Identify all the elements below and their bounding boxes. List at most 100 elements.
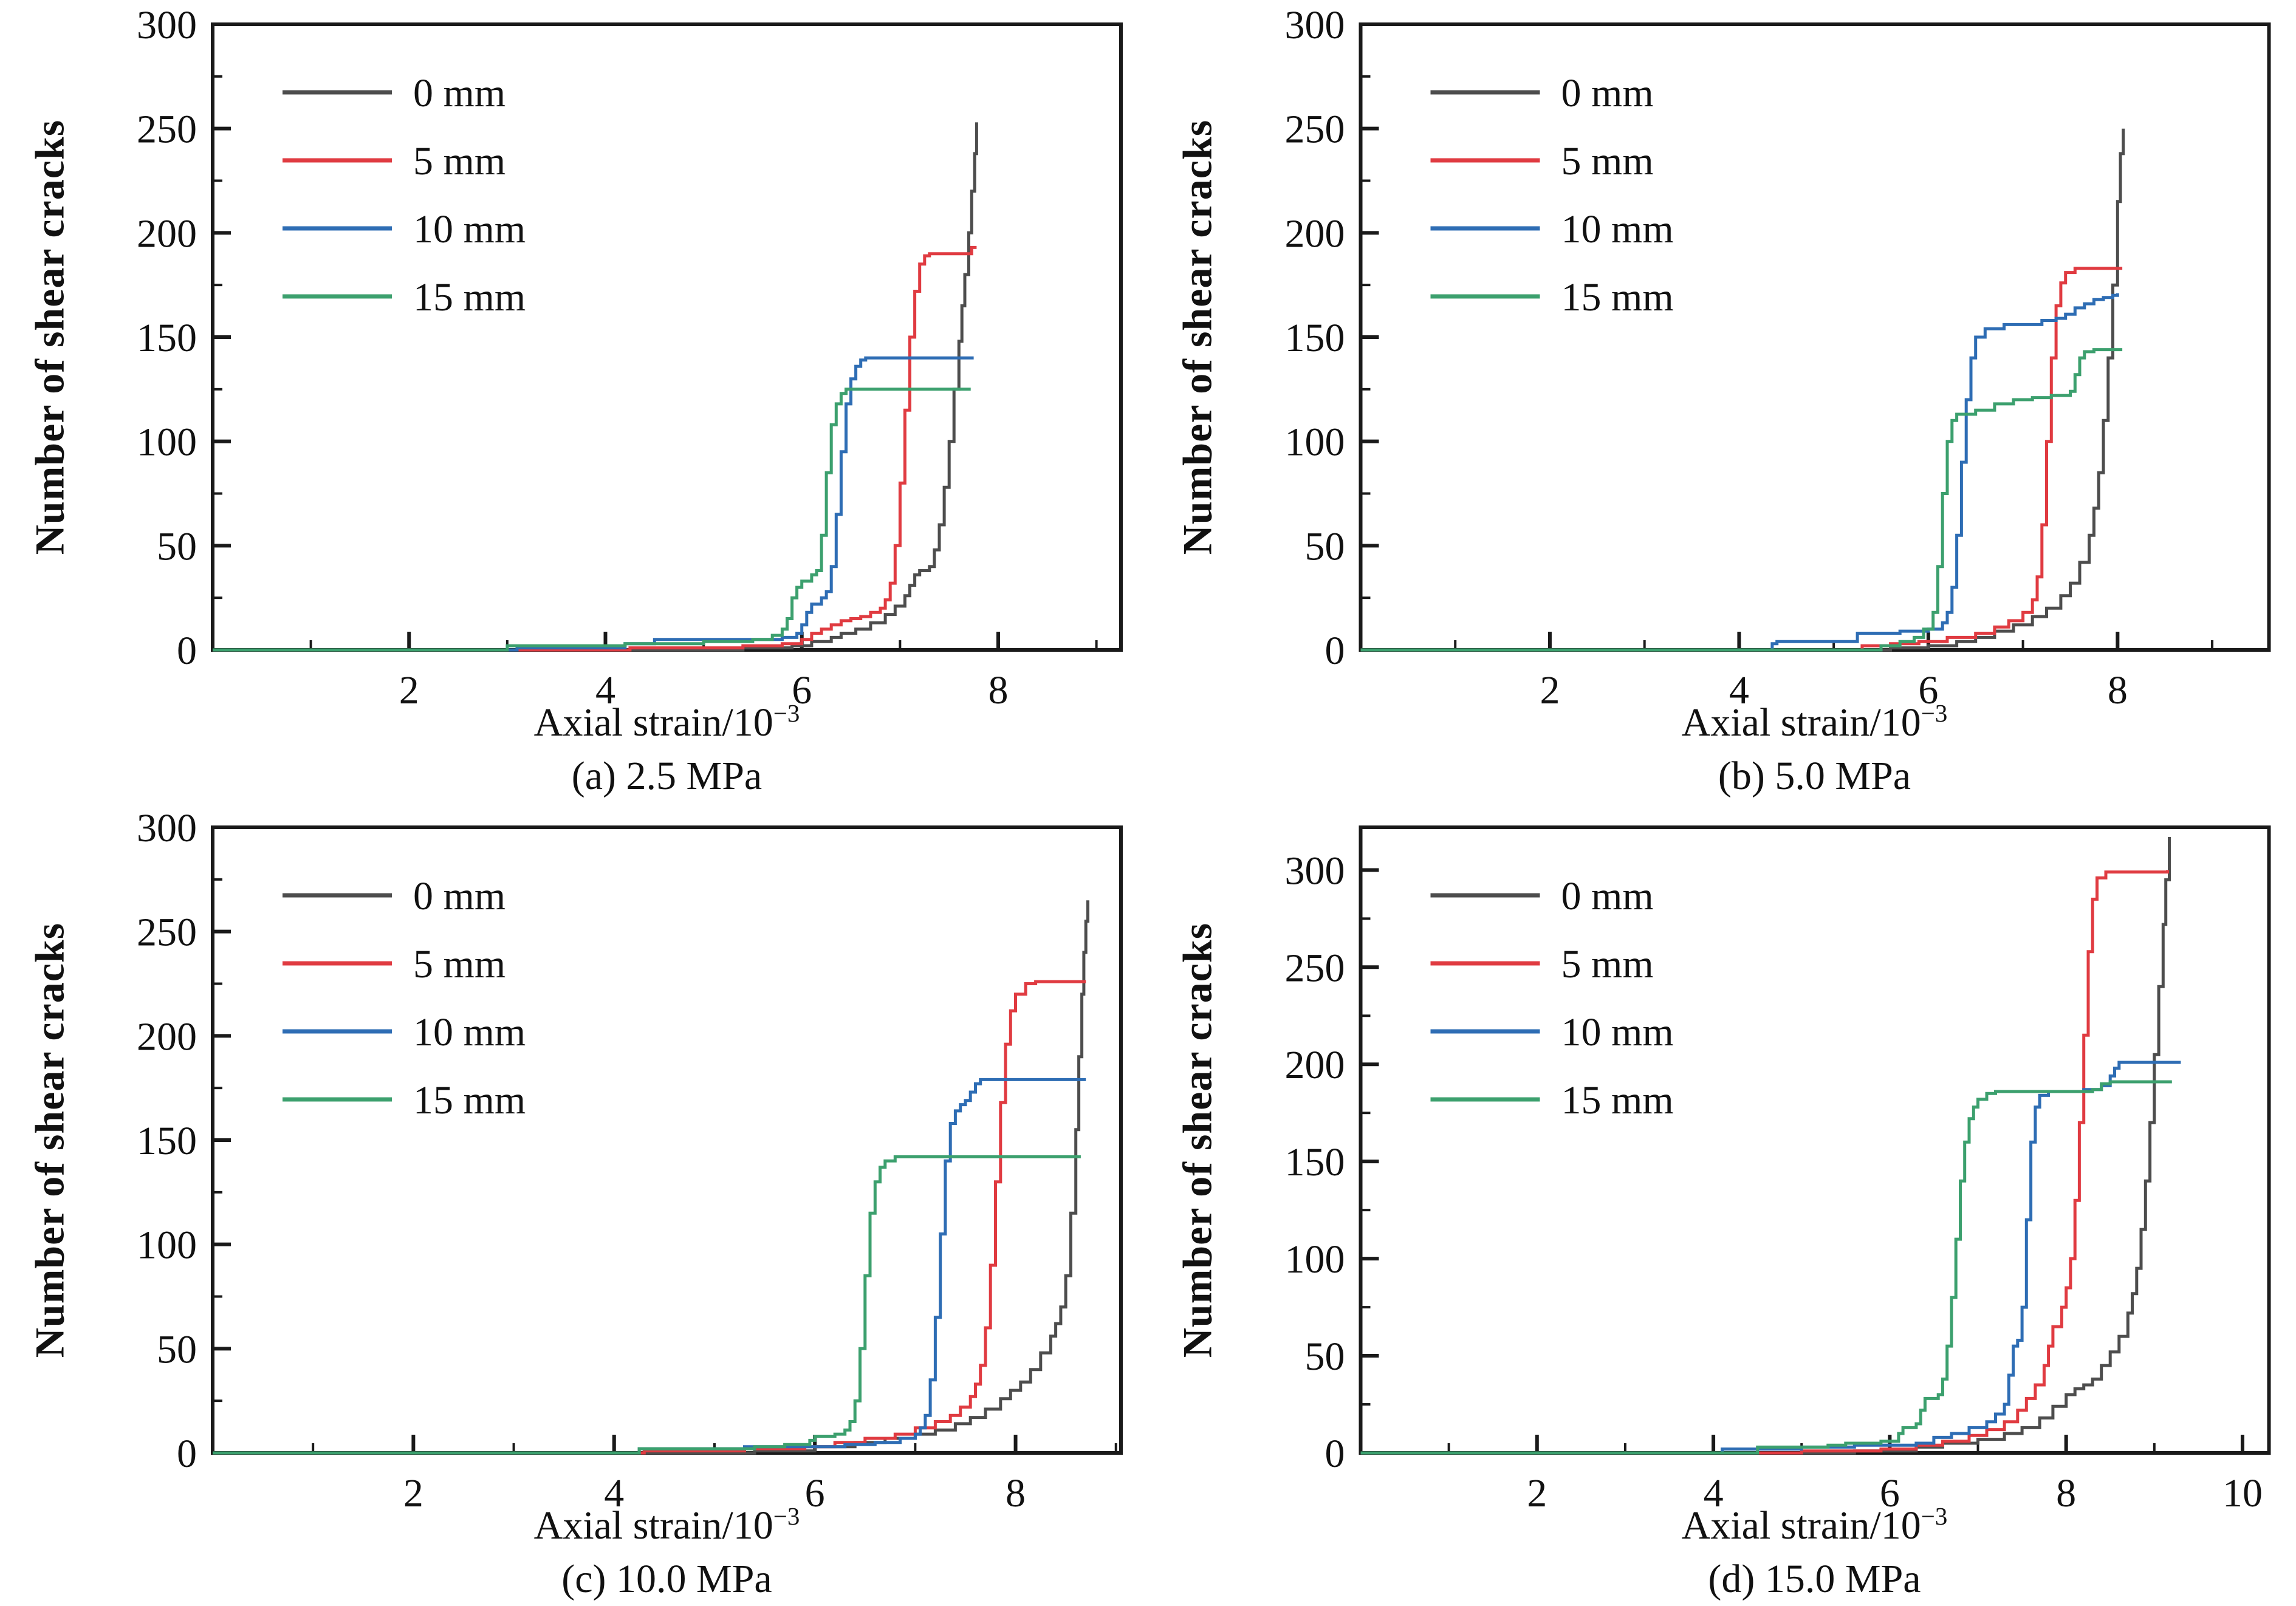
- legend-label-5mm: 5 mm: [413, 942, 505, 986]
- legend-label-15mm: 15 mm: [1561, 275, 1674, 319]
- y-axis-label: Number of shear cracks: [1174, 922, 1221, 1358]
- plot-frame: [211, 22, 1123, 652]
- panel-c: 2 4 6 8 0 50 100 150 200 250 300 0 mm 5 mm 10 mm 15 mm…: [0, 803, 1148, 1606]
- x-tick-label: 8: [2056, 1471, 2076, 1515]
- x-axis-label-text: Axial strain/10: [533, 1503, 773, 1548]
- chart-plot-a: 2 4 6 8 0 50 100 150 200 250 300 0 mm 5 mm 10 mm 15 mm: [137, 3, 1123, 712]
- y-tick-label: 100: [1285, 1237, 1345, 1282]
- series-line-5mm: [213, 245, 977, 652]
- x-tick-label: 6: [792, 668, 812, 712]
- series-line-10mm: [1360, 293, 2119, 652]
- series-line-15mm: [1360, 348, 2123, 652]
- y-tick-label: 250: [137, 108, 197, 152]
- series-line-10mm: [213, 356, 974, 652]
- legend-label-15mm: 15 mm: [413, 1078, 526, 1122]
- legend-label-5mm: 5 mm: [1561, 942, 1654, 986]
- y-tick-label: 150: [137, 1119, 197, 1163]
- legend: 0 mm 5 mm 10 mm 15 mm: [283, 874, 526, 1122]
- y-tick-label: 0: [1325, 629, 1345, 673]
- series-lines: [213, 122, 978, 652]
- y-tick-label: 50: [1305, 524, 1345, 569]
- x-axis-label: Axial strain/10−3: [1360, 1503, 2269, 1549]
- legend-label-0mm: 0 mm: [1561, 874, 1654, 918]
- legend-label-10mm: 10 mm: [413, 207, 526, 251]
- y-tick-label: 150: [137, 316, 197, 360]
- x-tick-label: 8: [1006, 1471, 1026, 1515]
- x-tick-label: 2: [403, 1471, 423, 1515]
- series-line-15mm: [213, 388, 971, 652]
- y-tick-label: 300: [137, 3, 197, 47]
- legend-label-15mm: 15 mm: [413, 275, 526, 319]
- y-tick-label: 100: [1285, 420, 1345, 465]
- x-axis-label: Axial strain/10−3: [1360, 700, 2269, 746]
- x-axis-label-text: Axial strain/10: [533, 700, 773, 745]
- x-axis-label-text: Axial strain/10: [1681, 700, 1921, 745]
- y-tick-label: 200: [137, 1014, 197, 1059]
- x-tick-label: 10: [2222, 1471, 2263, 1515]
- y-tick-label: 0: [1325, 1432, 1345, 1476]
- legend-label-5mm: 5 mm: [413, 139, 505, 183]
- y-axis-label: Number of shear cracks: [26, 922, 73, 1358]
- x-tick-label: 8: [2108, 668, 2128, 712]
- x-tick-label: 2: [1540, 668, 1560, 712]
- x-tick-label: 4: [604, 1471, 624, 1515]
- y-tick-label: 50: [157, 1327, 197, 1372]
- panel-d-caption: (d) 15.0 MPa: [1708, 1557, 1921, 1601]
- legend-label-15mm: 15 mm: [1561, 1078, 1674, 1122]
- series-lines: [1360, 128, 2125, 652]
- axes: 2 4 6 8 0 50 100 150 200 250 300: [137, 806, 1123, 1515]
- plot-frame: [1359, 22, 2271, 652]
- y-tick-label: 250: [1285, 946, 1345, 990]
- panel-c-caption: (c) 10.0 MPa: [561, 1557, 772, 1601]
- legend-label-10mm: 10 mm: [1561, 1010, 1674, 1054]
- panel-a: 2 4 6 8 0 50 100 150 200 250 300 0 mm 5 mm 10 mm 15 mm…: [0, 0, 1148, 803]
- panel-b: 2 4 6 8 0 50 100 150 200 250 300 0 mm 5 mm 10 mm 15 mm…: [1148, 0, 2296, 803]
- series-lines: [213, 900, 1089, 1455]
- y-tick-label: 250: [137, 911, 197, 955]
- panel-b-caption: (b) 5.0 MPa: [1718, 754, 1911, 798]
- series-line-5mm: [213, 980, 1086, 1455]
- x-tick-label: 2: [399, 668, 419, 712]
- legend-label-10mm: 10 mm: [1561, 207, 1674, 251]
- series-line-0mm: [213, 900, 1089, 1455]
- legend: 0 mm 5 mm 10 mm 15 mm: [1430, 874, 1674, 1122]
- x-axis-label-exponent: −3: [773, 700, 800, 727]
- x-tick-label: 4: [1729, 668, 1749, 712]
- y-axis-label: Number of shear cracks: [1174, 119, 1221, 555]
- x-axis-label-text: Axial strain/10: [1681, 1503, 1921, 1548]
- chart-plot-b: 2 4 6 8 0 50 100 150 200 250 300 0 mm 5 mm 10 mm 15 mm: [1285, 3, 2271, 712]
- panel-a-caption: (a) 2.5 MPa: [571, 754, 762, 798]
- legend-label-0mm: 0 mm: [413, 874, 505, 918]
- y-tick-label: 200: [1285, 1043, 1345, 1087]
- panel-d: 2 4 6 8 10 0 50 100 150 200 250 300 0 mm 5 mm 10 mm 15 …: [1148, 803, 2296, 1606]
- x-tick-label: 8: [988, 668, 1008, 712]
- legend-label-0mm: 0 mm: [1561, 71, 1654, 115]
- x-axis-label: Axial strain/10−3: [213, 700, 1121, 746]
- y-tick-label: 300: [1285, 3, 1345, 47]
- x-axis-label-exponent: −3: [1921, 700, 1948, 727]
- plot-frame: [1359, 825, 2271, 1455]
- y-tick-label: 50: [157, 524, 197, 569]
- x-tick-label: 6: [1880, 1471, 1900, 1515]
- series-line-0mm: [1360, 128, 2125, 652]
- series-line-0mm: [213, 122, 978, 652]
- legend: 0 mm 5 mm 10 mm 15 mm: [1430, 71, 1674, 319]
- y-tick-label: 250: [1285, 108, 1345, 152]
- series-line-10mm: [1360, 1061, 2181, 1455]
- axes: 2 4 6 8 0 50 100 150 200 250 300: [1285, 3, 2271, 712]
- x-tick-label: 4: [595, 668, 615, 712]
- series-line-5mm: [1360, 870, 2170, 1455]
- x-tick-label: 6: [1918, 668, 1938, 712]
- y-tick-label: 100: [137, 420, 197, 465]
- y-axis-label: Number of shear cracks: [26, 119, 73, 555]
- series-line-15mm: [1360, 1080, 2172, 1455]
- y-tick-label: 0: [177, 1432, 197, 1476]
- series-line-5mm: [1360, 267, 2123, 652]
- series-line-15mm: [213, 1155, 1081, 1455]
- chart-plot-c: 2 4 6 8 0 50 100 150 200 250 300 0 mm 5 mm 10 mm 15 mm: [137, 806, 1123, 1515]
- legend-label-0mm: 0 mm: [413, 71, 505, 115]
- y-tick-label: 200: [1285, 211, 1345, 256]
